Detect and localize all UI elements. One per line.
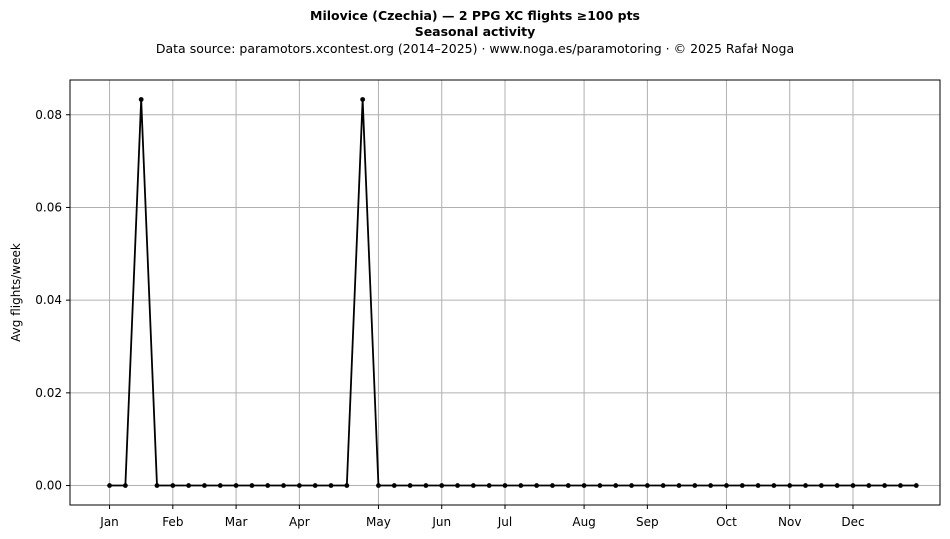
- grid-lines: [70, 80, 940, 505]
- data-point: [565, 483, 571, 488]
- chart-subtitle: Data source: paramotors.xcontest.org (20…: [155, 41, 795, 56]
- data-point: [281, 483, 286, 488]
- data-point: [660, 483, 666, 488]
- data-point: [407, 483, 413, 488]
- data-point: [882, 483, 888, 488]
- chart-title-secondary: Seasonal activity: [414, 24, 536, 39]
- data-point: [138, 97, 144, 102]
- data-point: [866, 483, 872, 488]
- data-point: [170, 483, 176, 488]
- data-point: [423, 483, 429, 488]
- chart-title-block: Milovice (Czechia) — 2 PPG XC flights ≥1…: [0, 8, 950, 58]
- series-line-group: [107, 97, 919, 488]
- data-point: [724, 483, 729, 488]
- x-tick-label: Oct: [716, 515, 737, 529]
- data-point: [107, 483, 112, 488]
- x-tick-label: Sep: [636, 515, 659, 529]
- y-axis-label: Avg flights/week: [9, 243, 23, 342]
- data-point: [913, 483, 919, 488]
- x-tick-label: Jun: [431, 515, 451, 529]
- y-axis-ticks: 0.00 0.02 0.04 0.06 0.08: [35, 108, 70, 493]
- data-point: [850, 483, 856, 488]
- data-point: [803, 483, 808, 488]
- x-tick-label: May: [366, 515, 391, 529]
- data-point: [265, 483, 271, 488]
- x-tick-label: Jan: [99, 515, 119, 529]
- data-point: [154, 483, 160, 488]
- x-tick-label: Jul: [497, 515, 512, 529]
- data-point: [898, 483, 903, 488]
- y-tick-label: 0.08: [35, 108, 62, 122]
- y-tick-label: 0.00: [35, 479, 62, 493]
- data-point: [550, 483, 555, 488]
- x-axis-ticks: Jan Feb Mar Apr May Jun Jul Aug Sep Oct Nov Dec: [99, 505, 865, 529]
- data-point: [186, 483, 192, 488]
- x-tick-label: Dec: [841, 515, 864, 529]
- data-point: [518, 483, 524, 488]
- data-point: [486, 483, 492, 488]
- data-point: [834, 483, 840, 488]
- data-point: [202, 483, 207, 488]
- data-point: [470, 483, 476, 488]
- data-point: [629, 483, 634, 488]
- chart-title: Milovice (Czechia) — 2 PPG XC flights ≥1…: [310, 8, 640, 23]
- data-point: [708, 483, 714, 488]
- data-point: [755, 483, 761, 488]
- data-point: [692, 483, 698, 488]
- data-point: [312, 483, 318, 488]
- x-tick-label: Nov: [778, 515, 801, 529]
- data-point: [376, 483, 381, 488]
- x-tick-label: Aug: [572, 515, 595, 529]
- data-point: [233, 483, 239, 488]
- data-point: [344, 483, 350, 488]
- data-point: [787, 483, 793, 488]
- y-tick-label: 0.04: [35, 293, 62, 307]
- data-point: [739, 483, 745, 488]
- data-point: [455, 483, 460, 488]
- data-point: [502, 483, 508, 488]
- data-point: [818, 483, 824, 488]
- data-point: [597, 483, 603, 488]
- data-point: [644, 483, 650, 488]
- data-point: [391, 483, 397, 488]
- data-point: [328, 483, 334, 488]
- data-point: [676, 483, 682, 488]
- data-point: [296, 483, 302, 488]
- data-point: [122, 483, 128, 488]
- data-point: [217, 483, 223, 488]
- data-point: [360, 97, 366, 102]
- y-tick-label: 0.02: [35, 386, 62, 400]
- data-point: [249, 483, 255, 488]
- data-point: [771, 483, 777, 488]
- x-tick-label: Mar: [225, 515, 248, 529]
- x-tick-label: Apr: [289, 515, 310, 529]
- series-line: [109, 98, 917, 487]
- y-tick-label: 0.06: [35, 200, 62, 214]
- data-point: [581, 483, 587, 488]
- x-tick-label: Feb: [162, 515, 183, 529]
- data-point: [439, 483, 445, 488]
- data-point: [534, 483, 540, 488]
- data-point: [613, 483, 619, 488]
